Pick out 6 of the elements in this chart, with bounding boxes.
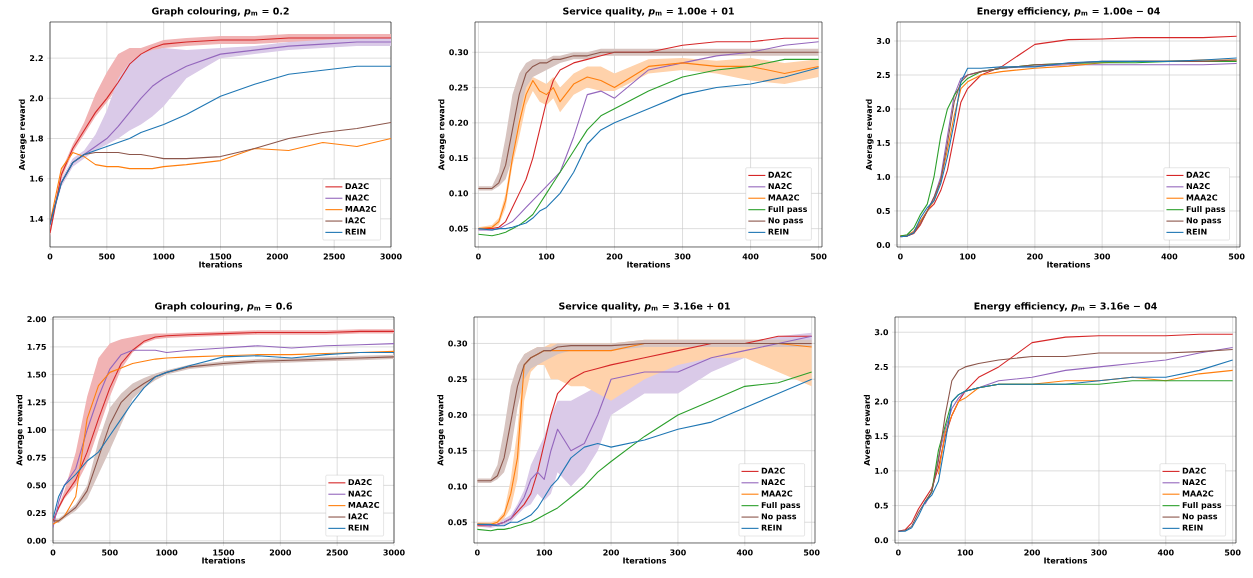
chart-title: Service quality, p$_{m}$ = 1.00e + 01 bbox=[563, 7, 734, 17]
chart-title: Service quality, p$_{m}$ = 3.16e + 01 bbox=[559, 302, 730, 312]
chart-title: Energy efficiency, p$_{m}$ = 3.16e − 04 bbox=[974, 302, 1157, 312]
chart-title: Graph colouring, p$_{m}$ = 0.2 bbox=[151, 7, 289, 17]
chart-title: Graph colouring, p$_{m}$ = 0.6 bbox=[154, 302, 293, 312]
chart-title: Energy efficiency, p$_{m}$ = 1.00e − 04 bbox=[977, 7, 1160, 17]
